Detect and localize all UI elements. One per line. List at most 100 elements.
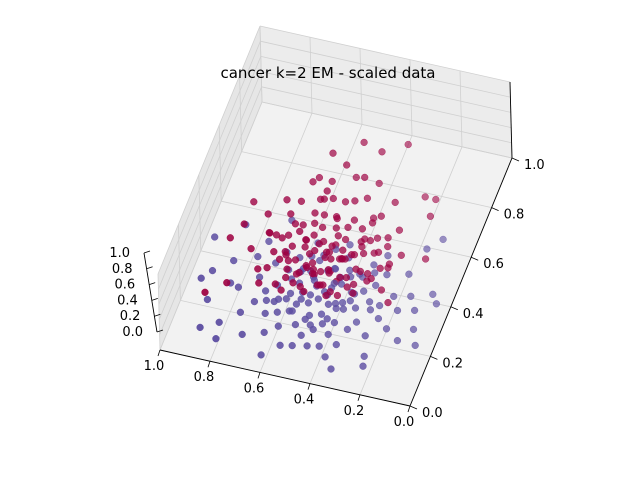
back-pane xyxy=(260,26,512,158)
cluster-a-point xyxy=(377,286,386,294)
cluster-b-point xyxy=(332,340,340,349)
cluster-b-point xyxy=(254,252,262,261)
x-tick-mark xyxy=(307,383,311,390)
cluster-a-point xyxy=(323,187,331,195)
cluster-a-point xyxy=(327,255,335,263)
cluster-a-point xyxy=(311,246,319,255)
grid-line xyxy=(259,25,511,83)
cluster-a-point xyxy=(395,226,404,234)
grid-line xyxy=(209,113,313,362)
cluster-b-point xyxy=(370,261,378,269)
cluster-a-point xyxy=(278,234,286,242)
cluster-a-point xyxy=(288,242,296,250)
cluster-a-point xyxy=(287,210,295,218)
cluster-b-point xyxy=(331,265,340,273)
z-axis-spine xyxy=(143,252,158,333)
cluster-a-point xyxy=(342,273,350,282)
y-tick-label: 0.8 xyxy=(504,208,525,223)
cluster-a-point xyxy=(341,235,350,244)
cluster-a-point xyxy=(291,220,300,228)
z-tick-label: 0.6 xyxy=(115,278,136,293)
cluster-b-point xyxy=(324,300,333,308)
cluster-a-point xyxy=(297,197,306,205)
cluster-a-point xyxy=(391,198,399,207)
cluster-b-point xyxy=(323,315,331,323)
x-axis-line xyxy=(159,349,411,407)
cluster-b-point xyxy=(432,300,441,308)
cluster-b-point xyxy=(393,336,402,345)
grid-line xyxy=(158,56,262,305)
x-tick-mark xyxy=(207,361,211,368)
cluster-a-point xyxy=(283,265,291,273)
grid-line xyxy=(157,25,261,275)
grid-line xyxy=(260,56,511,113)
cluster-a-point xyxy=(277,286,285,294)
cluster-b-point xyxy=(273,308,281,316)
cluster-a-point xyxy=(300,287,308,296)
grid-line xyxy=(261,71,512,128)
cluster-a-point xyxy=(289,279,297,287)
cluster-b-point xyxy=(429,290,437,298)
cluster-b-point xyxy=(309,325,317,334)
cluster-a-point xyxy=(272,231,281,239)
cluster-b-point xyxy=(212,335,220,343)
grid-line xyxy=(180,300,431,357)
cluster-a-point xyxy=(291,256,300,264)
chart-title: cancer k=2 EM - scaled data xyxy=(220,64,435,82)
cluster-b-point xyxy=(361,332,369,340)
cluster-a-point xyxy=(421,193,429,201)
grid-line xyxy=(261,101,513,159)
cluster-b-point xyxy=(352,318,361,326)
z-tick-mark xyxy=(151,298,158,301)
cluster-a-point xyxy=(384,264,392,272)
cluster-a-point xyxy=(283,196,291,204)
cluster-a-point xyxy=(384,234,392,242)
cluster-b-point xyxy=(339,305,348,313)
grid-line xyxy=(159,101,263,351)
cluster-a-point xyxy=(325,269,333,277)
cluster-a-point xyxy=(254,265,262,273)
cluster-b-point xyxy=(274,322,282,330)
cluster-a-point xyxy=(302,236,311,244)
x-tick-label: 0.2 xyxy=(344,404,365,419)
cluster-b-point xyxy=(276,341,284,349)
cluster-a-point xyxy=(432,195,440,204)
cluster-a-point xyxy=(315,240,323,248)
cluster-a-point xyxy=(359,249,368,258)
cluster-b-point xyxy=(337,280,346,288)
z-tick-label: 0.8 xyxy=(112,262,133,277)
cluster-a-point xyxy=(332,224,340,232)
y-tick-label: 0.4 xyxy=(463,307,484,322)
cluster-b-point xyxy=(360,287,368,295)
y-tick-label: 0.6 xyxy=(483,257,504,272)
y-tick-mark xyxy=(450,306,458,311)
cluster-b-point xyxy=(288,341,296,350)
grid-line xyxy=(359,146,463,395)
cluster-a-point xyxy=(270,248,278,256)
cluster-a-point xyxy=(266,229,274,237)
cluster-a-point xyxy=(328,242,336,250)
grid-line xyxy=(157,273,161,351)
cluster-a-point xyxy=(296,227,304,236)
x-tick-mark xyxy=(357,394,361,401)
grid-line xyxy=(261,86,512,144)
grid-line xyxy=(218,125,222,202)
cluster-b-point xyxy=(286,289,295,298)
cluster-a-point xyxy=(309,178,317,186)
cluster-b-point xyxy=(338,299,347,307)
cluster-a-point xyxy=(334,232,342,240)
cluster-a-point xyxy=(336,273,344,281)
cluster-a-point xyxy=(426,212,435,220)
cluster-a-point xyxy=(349,280,358,289)
cluster-b-point xyxy=(261,309,269,318)
cluster-a-point xyxy=(311,209,319,217)
grid-line xyxy=(309,37,313,114)
cluster-a-point xyxy=(263,264,271,272)
floor-pane xyxy=(160,102,512,406)
x-tick-mark xyxy=(157,349,161,357)
cluster-b-point xyxy=(262,296,271,305)
cluster-b-point xyxy=(439,235,447,244)
cluster-b-point xyxy=(317,310,326,318)
cluster-b-point xyxy=(291,320,300,329)
